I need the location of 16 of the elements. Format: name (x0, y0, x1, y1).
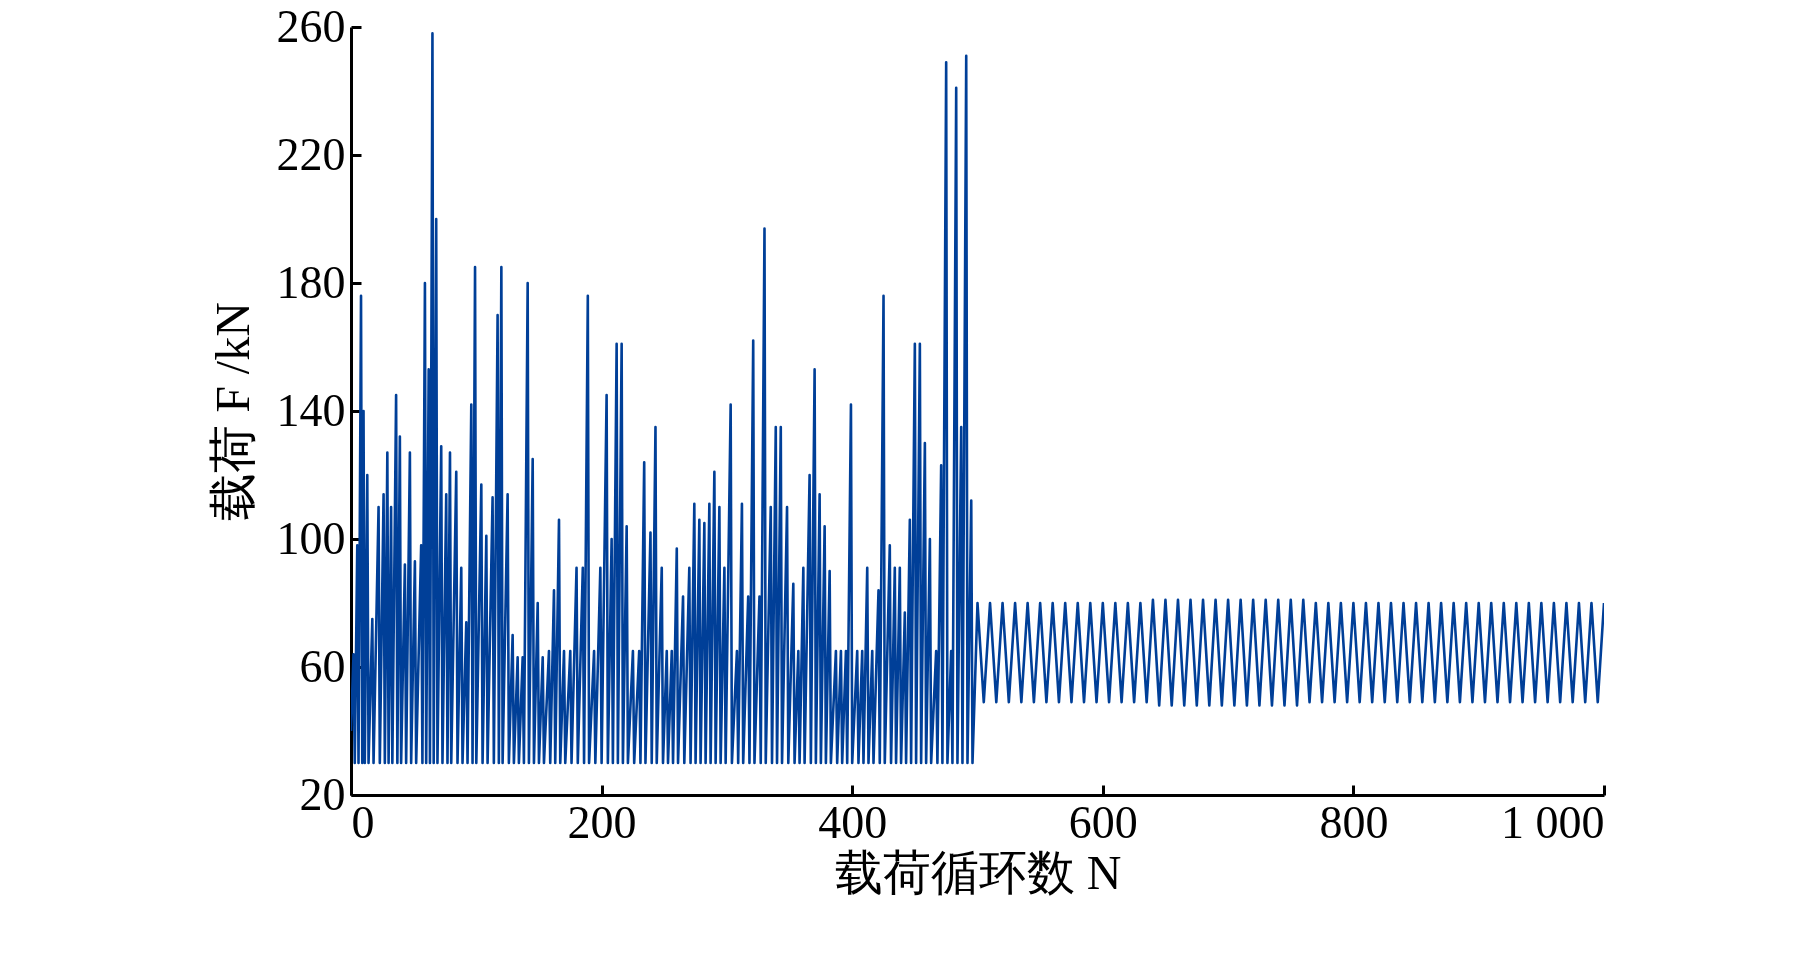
x-tick-label: 0 (351, 796, 375, 848)
y-tick-label: 60 (299, 640, 346, 692)
y-tick-label: 100 (276, 512, 346, 564)
y-tick-label: 20 (299, 768, 346, 820)
x-tick-label: 600 (1068, 796, 1138, 848)
y-tick-label: 180 (276, 256, 346, 308)
x-tick-label: 1 000 (1501, 796, 1605, 848)
x-tick-label: 200 (567, 796, 637, 848)
line-series (351, 32, 1604, 765)
y-axis-title: 载荷 F /kN (205, 302, 259, 521)
y-tick-label: 260 (276, 0, 346, 52)
x-axis-title: 载荷循环数 N (834, 845, 1122, 899)
y-tick-label: 220 (276, 128, 346, 180)
x-tick-label: 800 (1319, 796, 1389, 848)
x-tick-label: 400 (818, 796, 888, 848)
y-tick-label: 140 (276, 384, 346, 436)
